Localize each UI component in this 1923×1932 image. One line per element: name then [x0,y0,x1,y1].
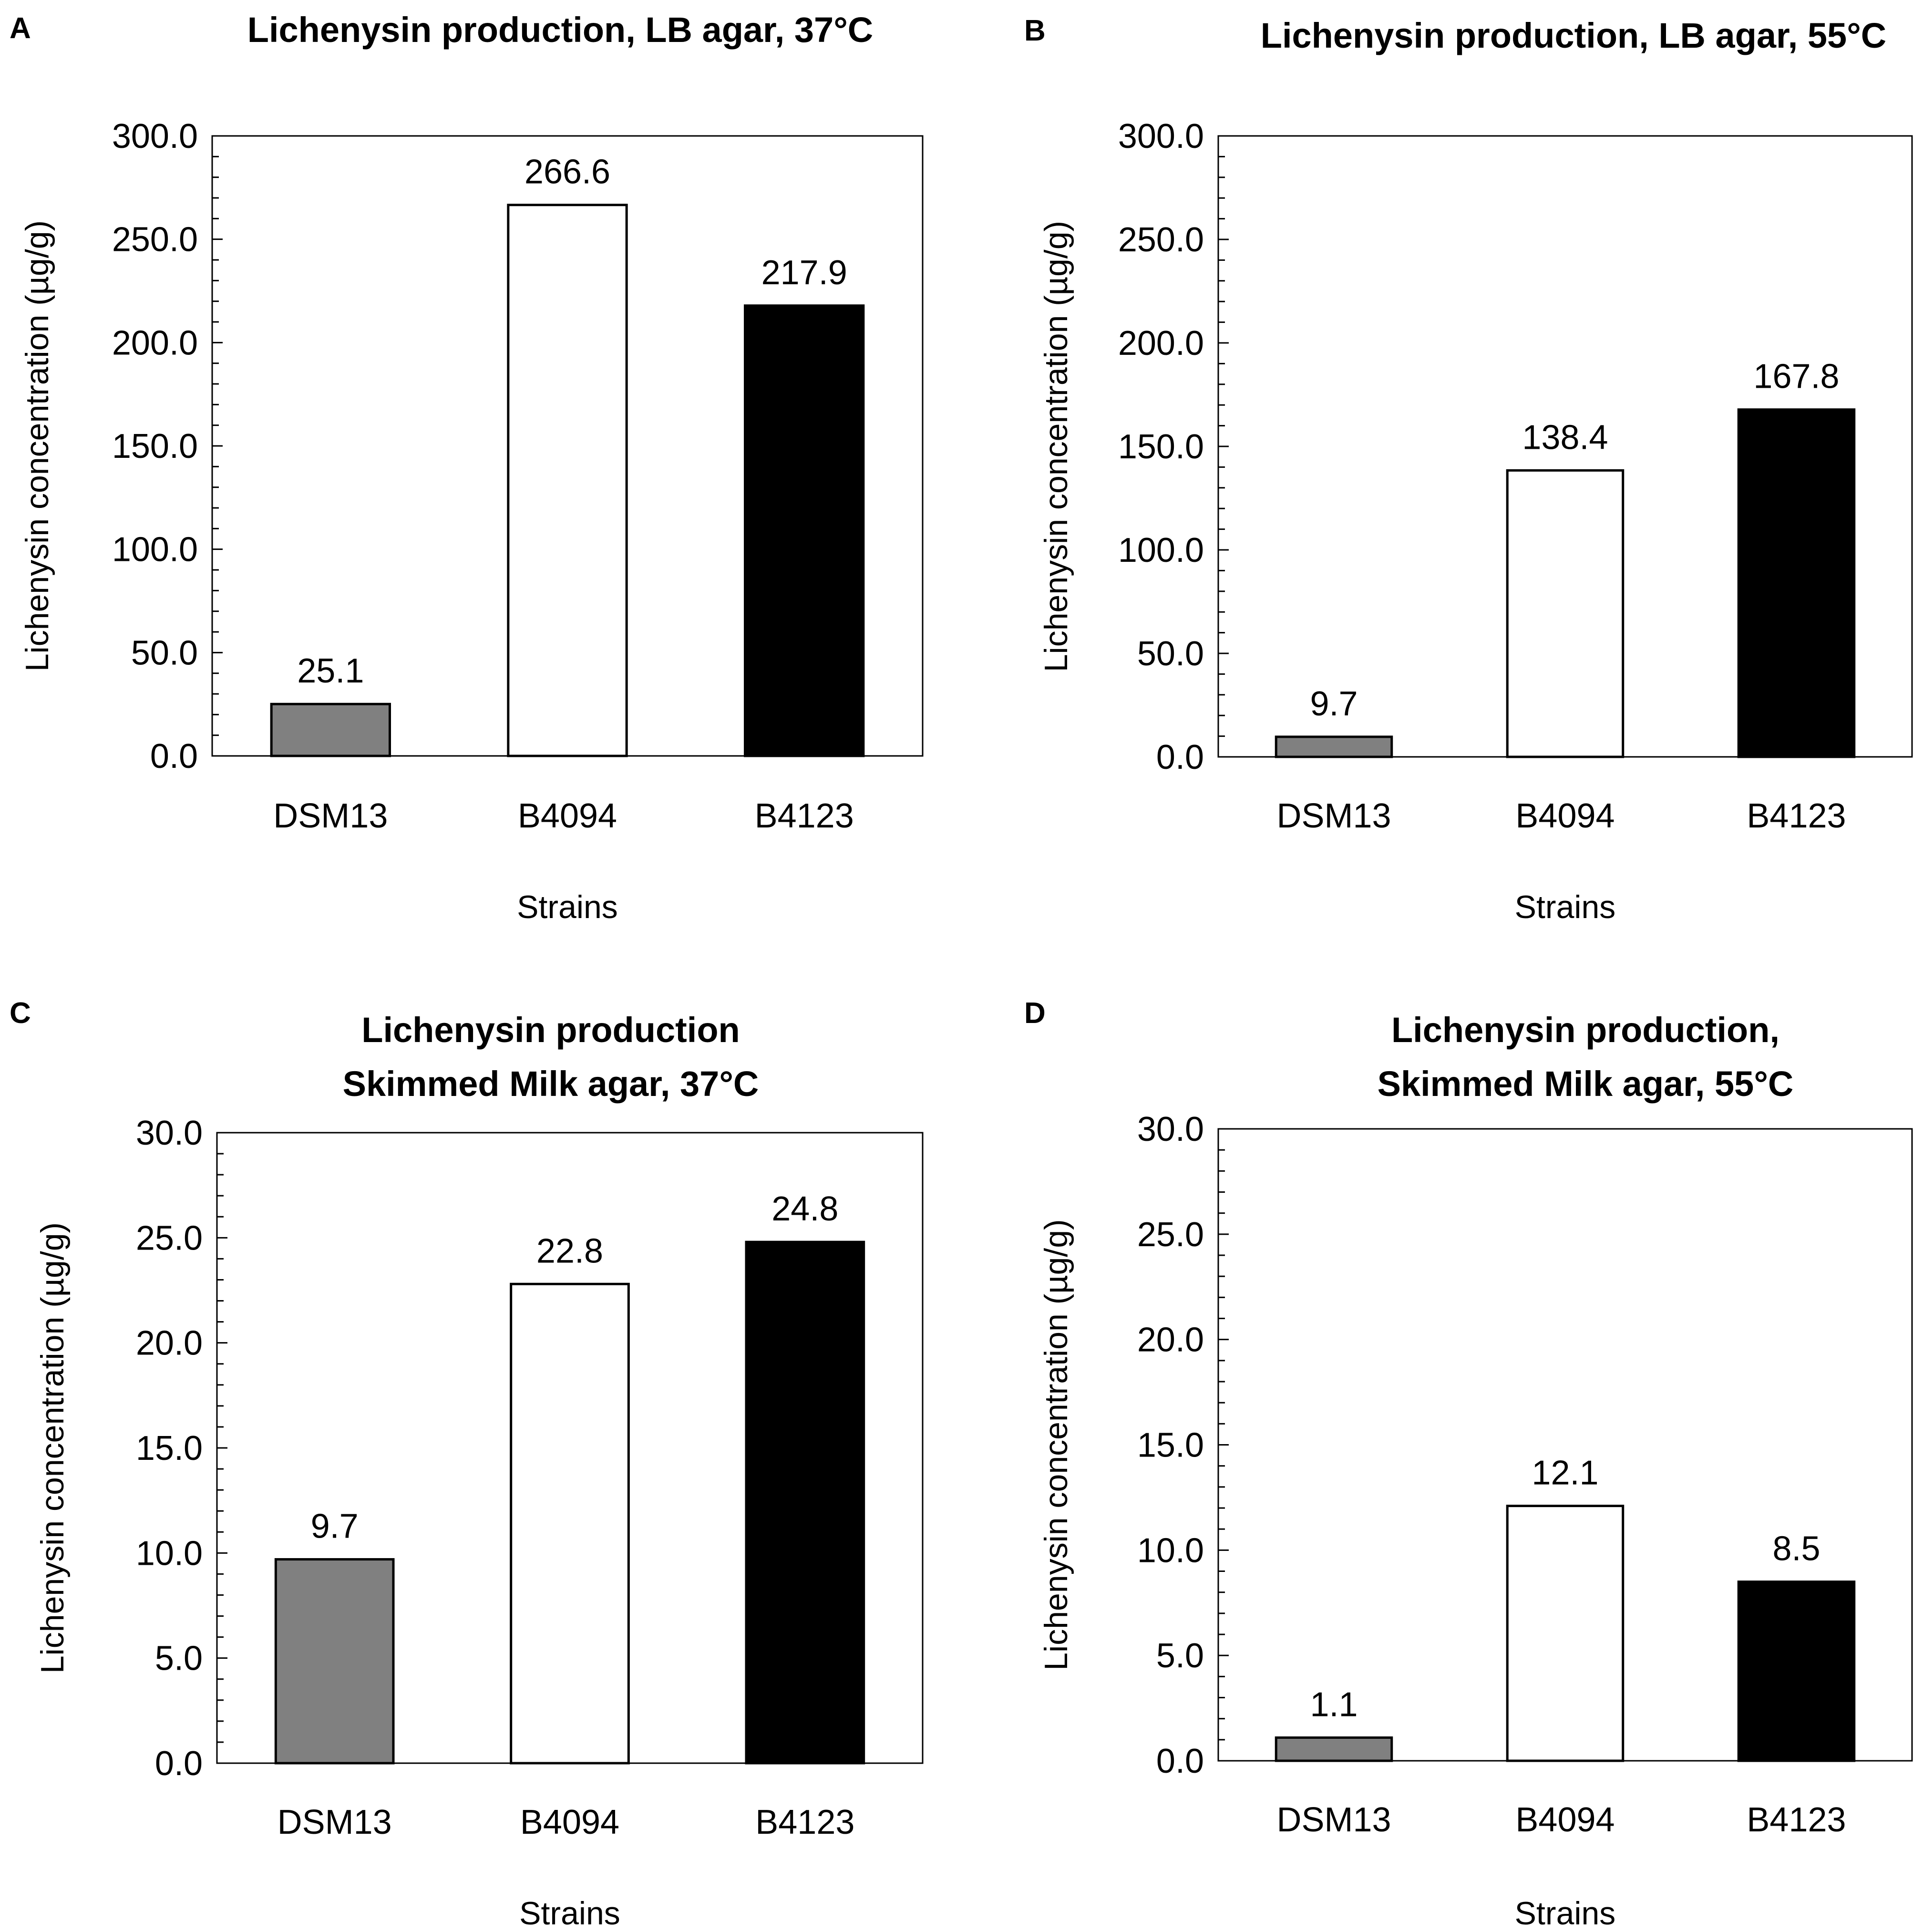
y-tick-label: 300.0 [1118,117,1204,155]
y-tick-label: 15.0 [136,1429,203,1467]
chart-title: Lichenysin production, LB agar, 55°C [1261,16,1887,55]
x-axis-title: Strains [1515,1895,1616,1932]
y-tick-label: 5.0 [1156,1637,1204,1675]
x-axis-title: Strains [517,889,618,925]
bar-dsm13 [1275,1736,1393,1762]
bar-b4123 [1737,408,1856,758]
bar-b4094 [1506,1505,1625,1762]
data-label: 1.1 [1310,1685,1357,1724]
y-tick-label: 10.0 [1137,1531,1204,1570]
y-tick-label: 100.0 [112,531,198,569]
y-tick-label: 150.0 [1118,428,1204,466]
bar-dsm13 [274,1558,395,1765]
x-category-label: DSM13 [273,797,388,835]
y-axis-title: Lichenysin concentration (µg/g) [34,1222,71,1674]
y-tick-label: 0.0 [155,1745,203,1783]
x-category-label: B4123 [755,797,854,835]
y-tick-label: 0.0 [1156,738,1204,776]
x-category-label: B4094 [1515,797,1614,835]
y-tick-label: 5.0 [155,1640,203,1678]
x-category-label: B4123 [1747,1801,1846,1839]
panel-letter: A [10,12,31,45]
y-tick-label: 250.0 [112,221,198,259]
y-tick-label: 15.0 [1137,1426,1204,1465]
y-tick-label: 0.0 [150,737,198,775]
x-category-label: B4123 [755,1803,854,1841]
chart-panel-a: A Lichenysin production, LB agar, 37°C 0.0… [10,10,924,925]
y-tick-label: 10.0 [136,1534,203,1572]
data-label: 266.6 [524,153,610,191]
y-tick-label: 50.0 [1137,635,1204,673]
bar-b4123 [744,304,865,757]
bar-b4094 [507,204,628,757]
y-axis-title: Lichenysin concentration (µg/g) [1038,1219,1074,1670]
data-label: 138.4 [1522,418,1608,456]
chart-title: Skimmed Milk agar, 55°C [1378,1064,1794,1104]
x-category-label: B4123 [1747,797,1846,835]
x-axis-title: Strains [519,1895,620,1932]
y-axis-title: Lichenysin concentration (µg/g) [1038,221,1074,672]
chart-title: Lichenysin production, LB agar, 37°C [247,10,874,50]
y-tick-label: 200.0 [112,324,198,362]
bar-b4123 [1737,1581,1856,1762]
y-tick-label: 25.0 [136,1219,203,1257]
panel-letter: B [1024,14,1046,47]
panel-letter: D [1024,997,1046,1030]
y-axis-title: Lichenysin concentration (µg/g) [19,220,55,672]
y-tick-label: 150.0 [112,427,198,465]
bar-dsm13 [1275,735,1393,758]
x-category-label: B4094 [518,797,617,835]
x-category-label: DSM13 [278,1803,392,1841]
bar-b4123 [745,1240,865,1765]
chart-title: Skimmed Milk agar, 37°C [343,1064,759,1104]
y-tick-label: 200.0 [1118,324,1204,362]
y-tick-label: 20.0 [136,1324,203,1363]
bar-b4094 [1506,469,1625,758]
chart-panel-b: B Lichenysin production, LB agar, 55°C 0.0… [1024,14,1913,925]
data-label: 9.7 [1310,685,1357,723]
chart-title: Lichenysin production [361,1010,740,1050]
x-category-label: B4094 [520,1803,619,1841]
chart-title: Lichenysin production, [1391,1010,1779,1050]
y-tick-label: 100.0 [1118,531,1204,569]
x-category-label: B4094 [1515,1801,1614,1839]
y-tick-label: 250.0 [1118,221,1204,259]
y-tick-label: 20.0 [1137,1321,1204,1359]
y-tick-label: 30.0 [1137,1110,1204,1148]
data-label: 25.1 [297,652,364,690]
y-tick-label: 25.0 [1137,1216,1204,1254]
data-label: 8.5 [1772,1530,1820,1568]
chart-panel-c: C Lichenysin production Skimmed Milk agar,… [10,997,924,1932]
bar-b4094 [510,1282,630,1765]
bar-dsm13 [270,703,391,757]
chart-panel-d: D Lichenysin production, Skimmed Milk agar… [1024,997,1913,1932]
data-label: 12.1 [1532,1454,1598,1492]
data-label: 167.8 [1753,358,1839,396]
panel-letter: C [10,997,31,1030]
y-tick-label: 30.0 [136,1114,203,1152]
y-tick-label: 0.0 [1156,1742,1204,1780]
x-category-label: DSM13 [1276,797,1391,835]
x-category-label: DSM13 [1276,1801,1391,1839]
data-label: 217.9 [761,254,847,292]
data-label: 24.8 [771,1190,838,1228]
x-axis-title: Strains [1515,889,1616,925]
y-tick-label: 50.0 [131,634,198,672]
data-label: 22.8 [536,1232,603,1270]
y-tick-label: 300.0 [112,117,198,155]
data-label: 9.7 [311,1508,359,1546]
